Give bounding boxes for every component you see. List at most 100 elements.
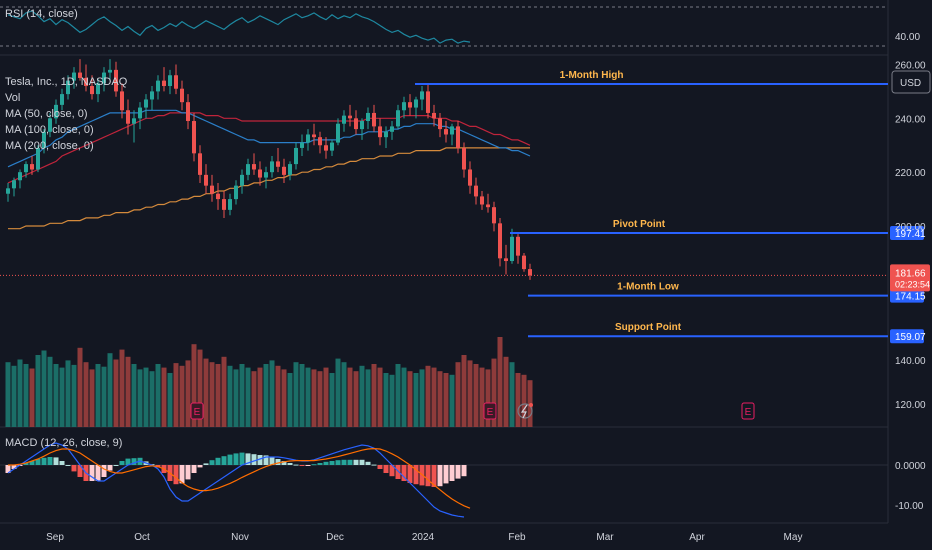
volume-bar <box>89 369 95 427</box>
volume-bar <box>287 373 293 427</box>
volume-bar <box>5 362 11 427</box>
price-axis-tick: 260.00 <box>895 60 926 71</box>
dividend-icon[interactable] <box>517 403 533 419</box>
volume-bar <box>467 360 473 427</box>
candle-body <box>108 69 112 73</box>
macd-legend: MACD (12, 26, close, 9) <box>5 435 122 451</box>
time-axis-label: May <box>784 532 803 543</box>
candle-body <box>90 86 94 95</box>
candle-body <box>84 77 88 87</box>
volume-bar <box>359 365 365 427</box>
macd-histogram-bar <box>287 463 293 465</box>
macd-histogram-bar <box>227 454 233 465</box>
volume-bar <box>413 373 419 427</box>
earnings-marker-letter: E <box>194 407 201 418</box>
level-label: 1-Month Low <box>617 282 679 293</box>
macd-label[interactable]: MACD (12, 26, close, 9) <box>5 437 123 449</box>
candle-body <box>360 121 364 130</box>
candle-body <box>264 172 268 178</box>
level-price-tag-text: 159.07 <box>895 332 926 343</box>
macd-histogram-bar <box>323 461 329 465</box>
volume-bar <box>137 369 143 427</box>
earnings-marker[interactable] <box>483 402 497 420</box>
current-price-tag <box>890 264 930 292</box>
signal-line <box>8 447 471 509</box>
level-label: Support Point <box>615 322 682 333</box>
currency-label: USD <box>900 78 921 89</box>
candle-body <box>306 134 310 143</box>
volume-bar <box>449 374 455 427</box>
candle-body <box>162 80 166 87</box>
time-axis-label: Oct <box>134 532 150 543</box>
symbol-title[interactable]: Tesla, Inc., 1D, NASDAQ <box>5 76 128 88</box>
candle-body <box>198 153 202 175</box>
ma50-legend[interactable]: MA (50, close, 0) <box>5 108 88 120</box>
candle-body <box>528 269 532 276</box>
candle-body <box>12 180 16 189</box>
macd-histogram-bar <box>413 465 419 485</box>
ma200-legend[interactable]: MA (200, close, 0) <box>5 140 94 152</box>
volume-bar <box>407 371 413 427</box>
macd-histogram-bar <box>11 465 17 469</box>
volume-bar <box>161 367 167 427</box>
earnings-marker[interactable] <box>190 402 204 420</box>
candle-body <box>480 196 484 205</box>
candle-body <box>126 110 130 124</box>
volume-bar <box>353 371 359 427</box>
macd-histogram-bar <box>383 465 389 473</box>
candle-body <box>252 164 256 170</box>
volume-bar <box>239 364 245 427</box>
candle-body <box>144 99 148 108</box>
candle-body <box>450 126 454 135</box>
macd-histogram-bar <box>221 456 227 465</box>
candle-body <box>468 169 472 186</box>
volume-bar <box>125 356 131 427</box>
candle-body <box>492 207 496 224</box>
level-label: 1-Month High <box>560 70 624 81</box>
level-price-tag <box>890 329 924 344</box>
volume-bar <box>149 371 155 427</box>
candle-body <box>342 115 346 124</box>
candle-body <box>324 145 328 151</box>
volume-bar <box>185 360 191 427</box>
candle-body <box>426 91 430 113</box>
volume-bar <box>329 373 335 427</box>
volume-bar <box>383 373 389 427</box>
macd-histogram-bar <box>41 457 47 465</box>
bar-countdown-text: 02:23:54 <box>895 279 930 289</box>
candle-body <box>72 72 76 81</box>
volume-bar <box>245 367 251 427</box>
volume-bar <box>485 369 491 427</box>
candle-body <box>102 72 106 84</box>
volume-bar <box>107 353 113 427</box>
volume-legend[interactable]: Vol <box>5 92 21 104</box>
volume-bar <box>59 367 65 427</box>
volume-bar <box>215 364 221 427</box>
candle-body <box>384 131 388 138</box>
volume-bar <box>71 364 77 427</box>
candle-body <box>138 107 142 119</box>
macd-histogram-bar <box>47 457 53 465</box>
level-label: Pivot Point <box>613 219 666 230</box>
volume-bar <box>425 365 431 427</box>
candle-body <box>402 102 406 111</box>
macd-histogram-bar <box>377 465 383 469</box>
volume-bar <box>461 355 467 427</box>
earnings-marker[interactable] <box>741 402 755 420</box>
macd-histogram-bar <box>305 465 311 466</box>
candle-body <box>48 118 52 132</box>
currency-button[interactable] <box>891 70 931 94</box>
ma100-legend[interactable]: MA (100, close, 0) <box>5 124 94 136</box>
volume-bar <box>47 356 53 427</box>
candle-body <box>336 123 340 143</box>
macd-histogram-bar <box>59 461 65 465</box>
volume-bar <box>173 363 179 427</box>
macd-histogram-bar <box>113 465 119 466</box>
macd-histogram-bar <box>443 465 449 484</box>
macd-histogram-bar <box>359 459 365 465</box>
volume-bar <box>347 367 353 427</box>
candle-body <box>24 164 28 173</box>
candle-body <box>504 258 508 262</box>
volume-bar <box>275 365 281 427</box>
